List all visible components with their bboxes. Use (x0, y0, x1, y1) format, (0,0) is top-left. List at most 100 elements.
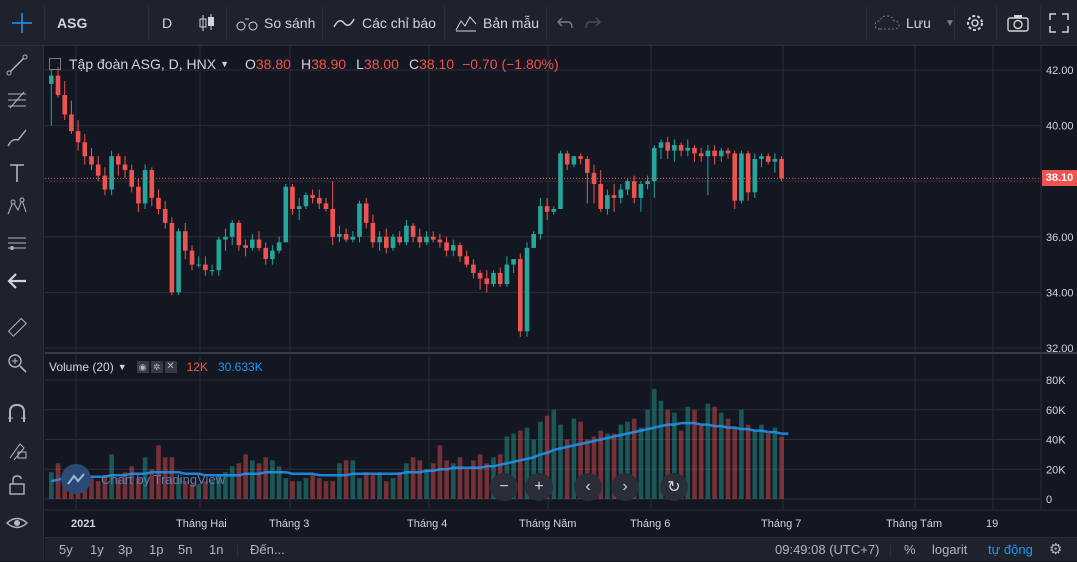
volume-bar (477, 454, 483, 499)
candle-body (464, 256, 469, 265)
pattern-icon[interactable] (6, 196, 28, 218)
prediction-icon[interactable] (6, 232, 28, 254)
candle-body (692, 147, 697, 154)
candle-body (89, 156, 94, 165)
volume-bar (732, 427, 737, 499)
fib-tool-icon[interactable] (6, 88, 28, 110)
volume-bar (310, 475, 315, 499)
log-toggle[interactable]: logarit (932, 542, 968, 557)
templates-label: Bản mẫu (483, 15, 540, 31)
candle-body (745, 153, 751, 193)
volume-axis-label: 40K (1046, 435, 1066, 447)
volume-bar (303, 478, 309, 499)
time-axis-label: Tháng Tám (886, 518, 942, 530)
candle-body (518, 259, 523, 332)
chart-area[interactable]: 42.0040.0038.0036.0034.0032.0080K60K40K2… (45, 46, 1077, 537)
candle-body (116, 156, 121, 165)
zoom-out-button[interactable]: − (490, 473, 518, 501)
candle-body (437, 239, 443, 243)
volume-title[interactable]: Volume (20) (49, 360, 114, 374)
volume-bar (417, 460, 423, 499)
tradingview-watermark[interactable]: Chart by TradingView (61, 464, 225, 494)
candle-body (404, 225, 409, 243)
volume-bar (243, 454, 248, 499)
trend-line-icon[interactable] (6, 54, 28, 76)
candle-body (95, 164, 101, 176)
candle-body (69, 114, 74, 132)
gear-icon[interactable]: ✲ (150, 361, 163, 373)
volume-bar (437, 445, 443, 499)
range-5d-button[interactable]: 5n (178, 542, 193, 557)
range-1m-button[interactable]: 1p (149, 542, 164, 557)
redo-icon[interactable] (584, 0, 602, 46)
percent-toggle[interactable]: % (904, 542, 916, 557)
last-price-tag: 38.10 (1042, 170, 1077, 187)
volume-bar (370, 475, 376, 499)
series-title[interactable]: Tập đoàn ASG, D, HNX (69, 56, 217, 72)
range-1d-button[interactable]: 1n (209, 542, 224, 557)
lock-icon[interactable] (6, 474, 28, 496)
volume-axis-label: 80K (1046, 375, 1066, 387)
chevron-down-icon[interactable]: ▼ (220, 59, 229, 69)
eye-icon[interactable] (6, 512, 28, 534)
volume-bar (725, 418, 731, 499)
scroll-left-button[interactable]: ‹ (574, 473, 602, 501)
compare-icon (236, 18, 258, 31)
ruler-icon[interactable] (6, 316, 28, 338)
text-icon[interactable] (6, 162, 28, 184)
camera-icon[interactable] (1006, 0, 1030, 46)
arrow-left-icon[interactable] (6, 270, 28, 292)
close-icon[interactable]: ✕ (164, 361, 177, 373)
volume-bar (678, 430, 684, 499)
range-5y-button[interactable]: 5y (59, 542, 73, 557)
volume-bar (665, 409, 670, 499)
candle-body (49, 75, 54, 84)
interval-button[interactable]: D (162, 15, 173, 31)
candle-type-icon[interactable] (198, 0, 216, 46)
candle-body (303, 195, 309, 207)
templates-button[interactable]: Bản mẫu (455, 0, 539, 46)
gear-icon[interactable]: ⚙ (1049, 541, 1063, 558)
scroll-right-button[interactable]: › (611, 473, 639, 501)
zoom-icon[interactable] (6, 352, 28, 374)
candle-body (337, 234, 342, 237)
range-1y-button[interactable]: 1y (90, 542, 104, 557)
volume-legend: Volume (20) ▼ ◉ ✲ ✕ 12K 30.633K (49, 360, 263, 374)
zoom-in-button[interactable]: + (525, 473, 553, 501)
chevron-down-icon[interactable]: ▼ (117, 362, 127, 372)
compare-button[interactable]: So sánh (236, 0, 315, 46)
open-label: O (245, 56, 256, 72)
collapse-icon[interactable] (49, 58, 61, 70)
volume-bar (631, 418, 637, 499)
indicators-button[interactable]: Các chỉ báo (333, 0, 436, 46)
clock-timezone[interactable]: 09:49:08 (UTC+7) (775, 542, 880, 557)
gear-icon[interactable] (964, 0, 986, 46)
magnet-icon[interactable] (6, 402, 28, 424)
candle-body (343, 234, 349, 240)
volume-bar (558, 424, 563, 499)
eye-icon[interactable]: ◉ (136, 361, 149, 373)
volume-bar (564, 439, 570, 499)
candle-body (149, 170, 155, 198)
candle-body (652, 147, 657, 182)
save-button[interactable]: Lưu ▼ (874, 0, 955, 46)
brush-icon[interactable] (6, 126, 28, 148)
price-axis-label: 40.00 (1046, 121, 1074, 133)
lock-drawing-icon[interactable] (6, 438, 28, 460)
volume-bar (223, 472, 228, 499)
crosshair-icon[interactable] (0, 0, 44, 46)
candle-body (377, 236, 382, 243)
fullscreen-icon[interactable] (1049, 0, 1069, 46)
undo-icon[interactable] (556, 0, 574, 46)
goto-date-button[interactable]: Đến... (250, 542, 285, 557)
auto-scale-toggle[interactable]: tự động (988, 542, 1033, 557)
candle-body (685, 147, 691, 151)
candle-body (276, 242, 282, 251)
chart-canvas[interactable]: 42.0040.0038.0036.0034.0032.0080K60K40K2… (45, 46, 1077, 537)
symbol-button[interactable]: ASG (57, 15, 88, 31)
volume-bar (250, 460, 255, 499)
chevron-down-icon: ▼ (944, 17, 955, 29)
candle-body (725, 150, 731, 154)
range-3m-button[interactable]: 3p (118, 542, 133, 557)
reset-chart-button[interactable]: ↻ (660, 473, 688, 501)
